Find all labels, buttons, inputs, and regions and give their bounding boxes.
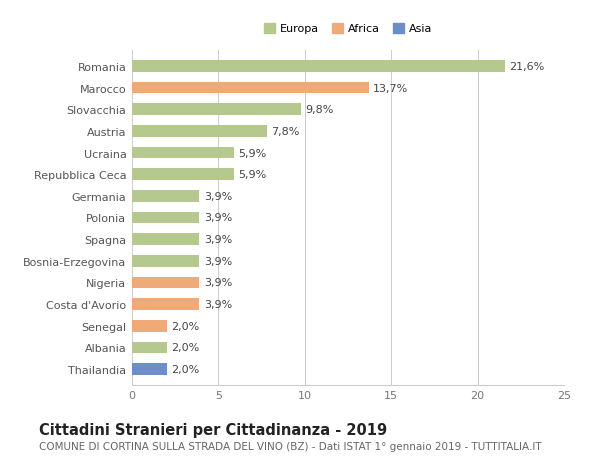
Text: 9,8%: 9,8% xyxy=(305,105,334,115)
Bar xyxy=(132,277,199,289)
Bar xyxy=(132,234,199,246)
Text: 2,0%: 2,0% xyxy=(171,321,199,331)
Bar xyxy=(132,212,199,224)
Bar xyxy=(132,190,199,202)
Text: 21,6%: 21,6% xyxy=(509,62,545,72)
Text: 2,0%: 2,0% xyxy=(171,364,199,375)
Text: 3,9%: 3,9% xyxy=(204,191,232,202)
Bar xyxy=(132,342,167,354)
Text: 3,9%: 3,9% xyxy=(204,300,232,309)
Text: 5,9%: 5,9% xyxy=(238,170,266,180)
Bar xyxy=(132,320,167,332)
Bar xyxy=(132,126,267,138)
Bar xyxy=(132,298,199,310)
Text: 7,8%: 7,8% xyxy=(271,127,299,136)
Text: 3,9%: 3,9% xyxy=(204,278,232,288)
Bar xyxy=(132,61,505,73)
Text: 13,7%: 13,7% xyxy=(373,84,409,93)
Bar xyxy=(132,169,234,181)
Text: Cittadini Stranieri per Cittadinanza - 2019: Cittadini Stranieri per Cittadinanza - 2… xyxy=(39,422,387,437)
Text: COMUNE DI CORTINA SULLA STRADA DEL VINO (BZ) - Dati ISTAT 1° gennaio 2019 - TUTT: COMUNE DI CORTINA SULLA STRADA DEL VINO … xyxy=(39,441,542,451)
Bar xyxy=(132,255,199,267)
Text: 3,9%: 3,9% xyxy=(204,235,232,245)
Text: 3,9%: 3,9% xyxy=(204,256,232,266)
Bar xyxy=(132,82,369,94)
Text: 3,9%: 3,9% xyxy=(204,213,232,223)
Text: 5,9%: 5,9% xyxy=(238,148,266,158)
Bar xyxy=(132,104,301,116)
Bar xyxy=(132,364,167,375)
Bar xyxy=(132,147,234,159)
Legend: Europa, Africa, Asia: Europa, Africa, Asia xyxy=(260,19,436,39)
Text: 2,0%: 2,0% xyxy=(171,343,199,353)
